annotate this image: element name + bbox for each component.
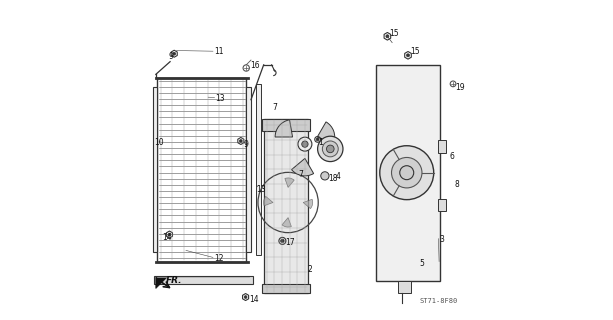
- Text: 7: 7: [272, 103, 277, 112]
- Circle shape: [392, 157, 422, 188]
- Circle shape: [298, 137, 312, 151]
- Circle shape: [173, 52, 175, 55]
- Circle shape: [316, 138, 319, 141]
- Circle shape: [321, 172, 329, 180]
- Bar: [262, 119, 310, 132]
- Text: 9: 9: [169, 52, 173, 61]
- Text: 15: 15: [389, 29, 398, 38]
- Text: 16: 16: [250, 61, 260, 70]
- Text: 14: 14: [162, 233, 172, 242]
- Text: 9: 9: [243, 140, 248, 148]
- Bar: [256, 84, 262, 255]
- Text: 12: 12: [214, 254, 223, 263]
- Text: 18: 18: [328, 173, 338, 183]
- Circle shape: [168, 233, 171, 236]
- Bar: [264, 119, 308, 293]
- Wedge shape: [275, 120, 292, 137]
- Text: 17: 17: [286, 238, 295, 247]
- Text: 5: 5: [419, 259, 424, 268]
- Bar: [398, 281, 411, 293]
- Circle shape: [244, 296, 247, 299]
- Text: 10: 10: [154, 138, 164, 147]
- Text: 4: 4: [336, 172, 341, 181]
- Text: 15: 15: [411, 47, 420, 56]
- Wedge shape: [264, 196, 273, 206]
- Text: 13: 13: [215, 94, 225, 103]
- Circle shape: [327, 145, 334, 153]
- Circle shape: [406, 54, 409, 57]
- Text: 1: 1: [318, 138, 323, 147]
- Text: 8: 8: [455, 180, 460, 188]
- Text: 13: 13: [256, 185, 266, 194]
- Text: 19: 19: [455, 83, 465, 92]
- Circle shape: [302, 141, 308, 147]
- Circle shape: [386, 35, 389, 38]
- Bar: [158, 77, 246, 261]
- Wedge shape: [318, 122, 335, 143]
- Bar: [262, 284, 310, 293]
- Bar: [438, 199, 446, 212]
- Bar: [246, 87, 251, 252]
- Text: 11: 11: [214, 47, 223, 56]
- Circle shape: [380, 146, 434, 200]
- Text: 2: 2: [308, 265, 312, 274]
- Text: ST71-8F80: ST71-8F80: [419, 298, 457, 304]
- Text: 7: 7: [299, 170, 303, 179]
- Bar: [376, 65, 440, 281]
- Text: 3: 3: [440, 236, 444, 244]
- Wedge shape: [285, 178, 294, 188]
- Circle shape: [281, 239, 284, 243]
- Wedge shape: [282, 218, 291, 227]
- Bar: [438, 140, 446, 153]
- Wedge shape: [303, 199, 313, 209]
- Bar: [153, 87, 158, 252]
- Text: 6: 6: [449, 152, 454, 161]
- Circle shape: [322, 141, 338, 157]
- Text: 14: 14: [249, 295, 259, 304]
- Text: FR.: FR.: [166, 276, 182, 285]
- Wedge shape: [292, 158, 314, 176]
- Circle shape: [318, 136, 343, 162]
- Circle shape: [400, 166, 414, 180]
- Circle shape: [240, 140, 242, 142]
- Bar: [154, 276, 253, 284]
- Polygon shape: [156, 277, 167, 288]
